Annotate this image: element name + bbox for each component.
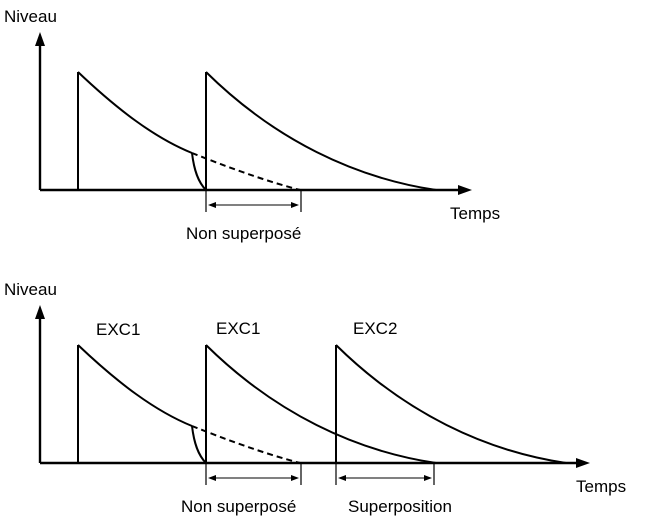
bottom-x-axis-arrow (576, 458, 590, 468)
top-x-axis-label: Temps (450, 204, 500, 223)
bottom-non-overlap-marker (205, 463, 302, 485)
top-y-axis-label: Niveau (4, 7, 57, 26)
bottom-exc1-second-envelope (205, 344, 437, 464)
top-diagram: Niveau Temps Non superposé (4, 7, 500, 243)
bottom-exc1-first-envelope (77, 344, 301, 464)
bottom-peak-label-exc1-first: EXC1 (96, 320, 140, 339)
bottom-interval-label-overlap: Superposition (348, 497, 452, 516)
top-note-2-envelope (205, 71, 437, 191)
bottom-interval-label-non-overlap: Non superposé (181, 497, 296, 516)
top-interval-label: Non superposé (186, 224, 301, 243)
bottom-diagram: Niveau Temps EXC1 EXC1 EXC2 Non superpos… (4, 280, 626, 516)
bottom-overlap-marker (335, 463, 435, 485)
top-interval-marker (205, 190, 302, 212)
bottom-y-axis-arrow (35, 305, 45, 319)
bottom-exc2-envelope (335, 344, 567, 464)
top-y-axis-arrow (35, 32, 45, 46)
bottom-peak-label-exc1-second: EXC1 (216, 319, 260, 338)
bottom-peak-label-exc2: EXC2 (353, 319, 397, 338)
bottom-x-axis-label: Temps (576, 477, 626, 496)
top-note-1-envelope (77, 71, 301, 191)
top-x-axis-arrow (458, 185, 472, 195)
bottom-y-axis-label: Niveau (4, 280, 57, 299)
